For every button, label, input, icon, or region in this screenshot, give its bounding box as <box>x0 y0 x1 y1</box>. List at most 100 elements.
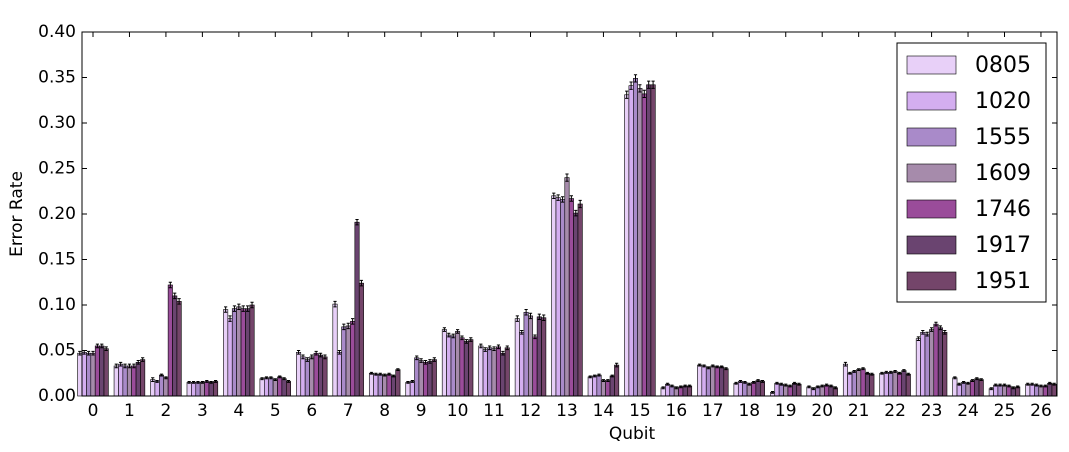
error-bar <box>779 382 783 386</box>
error-bar <box>464 339 468 344</box>
error-bar <box>91 350 95 356</box>
bar <box>523 311 529 397</box>
error-bar <box>893 370 897 373</box>
x-tick-label: 17 <box>702 401 724 421</box>
error-bar <box>966 381 970 385</box>
bar <box>122 365 128 397</box>
error-bar <box>114 363 118 369</box>
error-bar <box>456 329 460 334</box>
bar <box>883 372 889 397</box>
error-bar <box>264 376 269 380</box>
error-bar <box>998 383 1002 387</box>
bar <box>135 362 141 397</box>
bar <box>755 380 761 397</box>
error-bar <box>792 381 797 385</box>
legend-swatch <box>906 271 957 291</box>
error-bar <box>884 370 888 374</box>
bar <box>431 359 437 397</box>
error-bar <box>670 384 674 388</box>
legend-label: 1746 <box>975 197 1031 222</box>
bar <box>414 357 420 397</box>
error-bar <box>87 350 91 356</box>
bar <box>491 348 497 397</box>
legend-label: 1555 <box>975 125 1031 150</box>
error-bar <box>82 350 86 355</box>
bar <box>1038 385 1044 397</box>
bar <box>555 197 561 397</box>
error-bar <box>237 303 241 311</box>
bar <box>441 329 447 397</box>
bar <box>937 327 943 397</box>
bar <box>281 378 287 397</box>
bar <box>468 339 474 397</box>
error-bar <box>469 337 473 342</box>
error-bar <box>1043 384 1047 388</box>
error-bar <box>816 385 820 389</box>
bar <box>778 383 784 397</box>
bar <box>742 382 748 397</box>
bar <box>368 372 374 397</box>
bar <box>487 347 493 397</box>
error-bar <box>95 343 99 349</box>
bar <box>446 334 452 397</box>
bar <box>94 345 100 397</box>
bar <box>322 356 328 397</box>
x-tick-label: 22 <box>884 401 906 421</box>
error-bar <box>975 377 979 381</box>
error-bar <box>305 357 309 362</box>
bar <box>103 348 109 397</box>
bar <box>395 369 401 397</box>
error-bar <box>213 380 218 383</box>
bar <box>879 372 885 397</box>
error-bar <box>423 360 428 365</box>
error-bar <box>1048 381 1052 385</box>
bar <box>1051 383 1057 397</box>
bar <box>500 352 506 397</box>
error-bar <box>934 321 938 327</box>
error-bar <box>1052 382 1056 386</box>
y-axis-label: Error Rate <box>7 171 27 257</box>
bar <box>993 384 999 397</box>
y-tick-label: 0.15 <box>38 250 76 270</box>
error-bar <box>674 386 678 390</box>
error-bar <box>752 380 756 384</box>
legend-label: 1609 <box>975 161 1031 186</box>
legend-label: 0805 <box>975 53 1031 78</box>
error-bar <box>488 345 492 351</box>
x-tick-label: 13 <box>556 401 578 421</box>
error-bar <box>415 355 419 361</box>
error-bar <box>743 380 747 384</box>
bar <box>733 382 739 397</box>
error-bar <box>820 384 824 388</box>
bar <box>223 309 229 397</box>
error-bar <box>520 329 524 335</box>
bar <box>249 304 255 397</box>
bar <box>892 371 898 397</box>
bar <box>920 331 926 397</box>
error-bar <box>164 376 168 380</box>
bar <box>519 331 525 397</box>
error-bar <box>811 387 815 391</box>
error-bar <box>460 335 464 341</box>
bar <box>272 379 278 397</box>
bar <box>723 368 729 397</box>
bar <box>541 317 547 397</box>
bar <box>90 352 96 397</box>
bar <box>186 382 192 397</box>
error-bar <box>228 315 232 322</box>
bar <box>609 375 615 397</box>
error-bar <box>715 365 719 369</box>
bar <box>514 318 520 397</box>
error-bar <box>929 327 934 332</box>
error-bar <box>1016 385 1020 389</box>
error-bar <box>902 369 906 372</box>
error-bar <box>419 358 423 363</box>
bar <box>332 303 338 397</box>
bar <box>263 377 269 397</box>
bar <box>150 379 156 397</box>
error-bar <box>387 372 391 376</box>
error-bar <box>187 380 191 384</box>
error-bar <box>962 380 966 384</box>
error-bar <box>155 380 159 383</box>
error-bar <box>665 382 670 386</box>
